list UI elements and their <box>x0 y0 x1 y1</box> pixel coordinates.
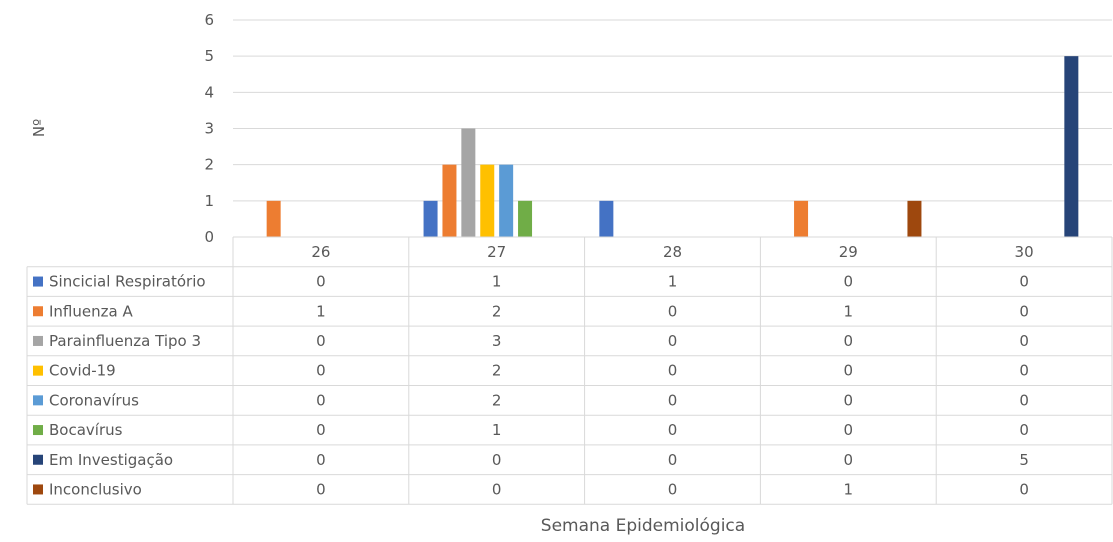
y-tick-label: 2 <box>204 156 214 174</box>
data-label: 0 <box>668 391 678 409</box>
gridlines <box>233 19 1112 202</box>
data-label: 1 <box>492 421 502 439</box>
bar <box>461 128 476 237</box>
data-label: 0 <box>316 273 326 291</box>
legend-label: Sincicial Respiratório <box>49 273 206 291</box>
legend-key <box>33 306 43 317</box>
data-label: 0 <box>316 362 326 380</box>
data-label: 0 <box>1019 391 1029 409</box>
data-label: 1 <box>492 273 502 291</box>
bars <box>266 56 1079 237</box>
data-label: 0 <box>1019 302 1029 320</box>
y-tick-label: 1 <box>204 192 214 210</box>
data-label: 0 <box>844 421 854 439</box>
data-label: 0 <box>316 332 326 350</box>
data-label: 1 <box>668 273 678 291</box>
y-tick-label: 5 <box>204 47 214 65</box>
data-label: 0 <box>492 451 502 469</box>
x-tick-label: 29 <box>839 243 858 261</box>
bar <box>499 164 514 237</box>
data-label: 0 <box>1019 362 1029 380</box>
legend-key <box>33 484 43 495</box>
data-label: 0 <box>1019 480 1029 498</box>
data-label: 0 <box>316 451 326 469</box>
data-label: 2 <box>492 302 502 320</box>
data-label: 0 <box>668 480 678 498</box>
y-axis-label: Nº <box>30 119 48 137</box>
data-label: 1 <box>316 302 326 320</box>
bar <box>442 164 457 237</box>
data-label: 0 <box>844 362 854 380</box>
x-tick-label: 27 <box>487 243 506 261</box>
data-label: 0 <box>316 480 326 498</box>
data-label: 2 <box>492 391 502 409</box>
x-axis-label: Semana Epidemiológica <box>541 516 745 536</box>
legend-label: Em Investigação <box>49 451 173 469</box>
data-label: 0 <box>316 421 326 439</box>
data-label: 0 <box>492 480 502 498</box>
legend-key <box>33 276 43 287</box>
data-label: 1 <box>844 302 854 320</box>
data-label: 0 <box>668 332 678 350</box>
legend-key <box>33 425 43 436</box>
data-label: 0 <box>668 362 678 380</box>
data-label: 0 <box>844 332 854 350</box>
y-tick-label: 0 <box>204 228 214 246</box>
bar <box>1064 56 1079 237</box>
bar <box>480 164 495 237</box>
legend-label: Covid-19 <box>49 362 116 380</box>
legend-key <box>33 335 43 346</box>
data-label: 0 <box>316 391 326 409</box>
y-axis-ticks: 0 1 2 3 4 5 6 <box>204 11 214 246</box>
legend-label: Parainfluenza Tipo 3 <box>49 332 201 350</box>
data-label: 5 <box>1019 451 1029 469</box>
legend-label: Coronavírus <box>49 391 139 409</box>
bar <box>599 200 614 237</box>
bar <box>907 200 922 237</box>
y-tick-label: 4 <box>204 83 214 101</box>
bar <box>423 200 438 237</box>
data-label: 3 <box>492 332 502 350</box>
bar <box>266 200 281 237</box>
legend-label: Influenza A <box>49 302 133 320</box>
legend-key <box>33 454 43 465</box>
legend-label: Bocavírus <box>49 421 123 439</box>
data-label: 0 <box>844 391 854 409</box>
data-label: 0 <box>668 451 678 469</box>
bar <box>794 200 809 237</box>
y-tick-label: 3 <box>204 120 214 138</box>
legend-key <box>33 365 43 376</box>
x-tick-label: 26 <box>311 243 330 261</box>
x-tick-label: 28 <box>663 243 682 261</box>
bar <box>518 200 533 237</box>
data-label: 0 <box>1019 332 1029 350</box>
data-label: 0 <box>1019 273 1029 291</box>
data-label: 1 <box>844 480 854 498</box>
legend-label: Inconclusivo <box>49 480 142 498</box>
legend-key <box>33 395 43 406</box>
data-label: 2 <box>492 362 502 380</box>
data-label: 0 <box>668 421 678 439</box>
y-tick-label: 6 <box>204 11 214 29</box>
data-label: 0 <box>668 302 678 320</box>
x-tick-label: 30 <box>1015 243 1034 261</box>
data-label: 0 <box>844 273 854 291</box>
data-label: 0 <box>844 451 854 469</box>
data-label: 0 <box>1019 421 1029 439</box>
